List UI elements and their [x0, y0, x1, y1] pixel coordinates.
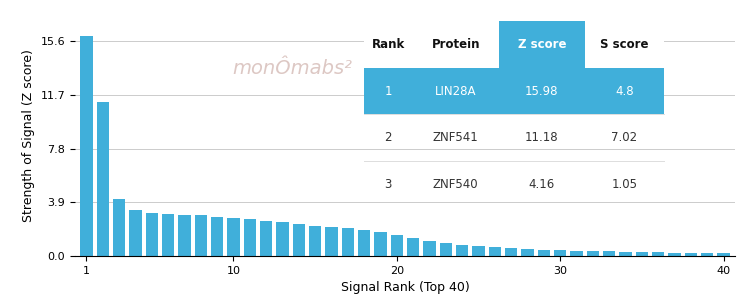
Text: 4.16: 4.16 — [529, 178, 555, 191]
Bar — [227, 218, 239, 256]
Text: LIN28A: LIN28A — [435, 85, 476, 98]
Bar — [505, 248, 518, 256]
Text: 4.8: 4.8 — [615, 85, 634, 98]
Y-axis label: Strength of Signal (Z score): Strength of Signal (Z score) — [22, 49, 35, 222]
Bar — [80, 36, 92, 256]
Bar — [472, 246, 484, 256]
Bar — [244, 219, 256, 256]
Text: 11.18: 11.18 — [525, 131, 559, 144]
Text: monÔmabs²: monÔmabs² — [232, 58, 352, 78]
Bar — [129, 210, 142, 256]
Text: 1.05: 1.05 — [611, 178, 638, 191]
Bar — [358, 230, 370, 256]
Bar — [554, 250, 566, 256]
Bar — [162, 214, 174, 256]
Bar — [97, 102, 109, 256]
Bar — [292, 224, 305, 256]
Bar — [276, 222, 289, 256]
Bar — [668, 253, 681, 256]
Bar — [407, 238, 419, 256]
Text: 7.02: 7.02 — [611, 131, 638, 144]
Text: S score: S score — [600, 38, 649, 51]
Bar — [685, 253, 697, 256]
Bar — [571, 251, 583, 256]
Bar — [342, 228, 354, 256]
Bar — [538, 250, 550, 256]
Bar — [374, 232, 386, 256]
Bar — [178, 215, 190, 256]
Bar — [521, 249, 534, 256]
Bar — [113, 199, 125, 256]
Text: 1: 1 — [384, 85, 392, 98]
Text: 2: 2 — [384, 131, 392, 144]
Bar — [456, 245, 468, 256]
Bar — [326, 227, 338, 256]
Bar — [260, 221, 272, 256]
Bar — [603, 251, 615, 256]
Text: ZNF540: ZNF540 — [433, 178, 478, 191]
Bar — [391, 234, 403, 256]
Bar — [146, 213, 158, 256]
Text: 15.98: 15.98 — [525, 85, 559, 98]
Bar — [424, 241, 436, 256]
Bar — [440, 243, 452, 256]
Text: Protein: Protein — [431, 38, 480, 51]
Bar — [309, 225, 321, 256]
Bar — [586, 251, 599, 256]
Bar — [489, 247, 501, 256]
Text: 3: 3 — [385, 178, 392, 191]
Bar — [718, 253, 730, 256]
X-axis label: Signal Rank (Top 40): Signal Rank (Top 40) — [340, 281, 470, 294]
Bar — [636, 252, 648, 256]
Bar — [620, 252, 632, 256]
Bar — [652, 252, 664, 256]
Bar — [211, 217, 224, 256]
Text: Rank: Rank — [371, 38, 405, 51]
Bar — [701, 253, 713, 256]
Bar — [195, 215, 207, 256]
Text: ZNF541: ZNF541 — [433, 131, 478, 144]
Text: Z score: Z score — [518, 38, 566, 51]
